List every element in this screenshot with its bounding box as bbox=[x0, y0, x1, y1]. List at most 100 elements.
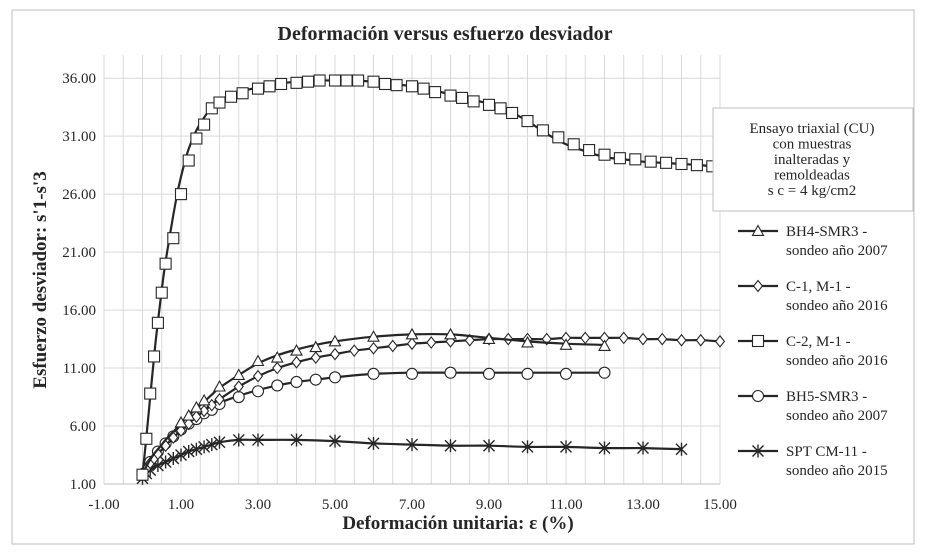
data-point bbox=[151, 316, 164, 329]
data-point bbox=[378, 77, 392, 91]
y-axis-ticks: 1.00 6.00 11.00 16.00 21.00 26.00 31.00 36.00 bbox=[62, 71, 96, 493]
legend-swatch-marker bbox=[751, 334, 765, 348]
y-tick-label: 6.00 bbox=[70, 419, 96, 435]
data-point bbox=[367, 436, 380, 450]
data-point bbox=[290, 344, 303, 356]
data-point bbox=[205, 438, 218, 452]
y-tick-label: 36.00 bbox=[62, 71, 96, 87]
data-point bbox=[559, 367, 573, 380]
data-point bbox=[644, 155, 657, 168]
data-point bbox=[390, 79, 403, 92]
x-axis-ticks: -1.00 1.00 3.00 5.00 7.00 9.00 11.00 13.00 15.00 bbox=[88, 497, 737, 513]
data-point bbox=[367, 75, 380, 88]
data-point bbox=[464, 333, 475, 347]
data-point bbox=[275, 77, 288, 91]
data-point bbox=[328, 334, 342, 347]
data-point bbox=[291, 355, 302, 369]
data-point bbox=[290, 375, 303, 389]
data-point bbox=[349, 344, 360, 358]
data-point bbox=[629, 153, 642, 166]
data-point bbox=[309, 340, 323, 353]
data-point bbox=[695, 333, 706, 347]
data-point bbox=[136, 468, 149, 481]
data-point bbox=[213, 96, 226, 109]
data-point bbox=[167, 232, 180, 245]
data-point bbox=[198, 404, 210, 418]
data-point bbox=[559, 338, 573, 350]
data-point bbox=[251, 354, 265, 367]
y-tick-label: 11.00 bbox=[63, 361, 96, 377]
data-point bbox=[467, 95, 480, 108]
note-line: Ensayo triaxial (CU) bbox=[750, 121, 875, 137]
data-point bbox=[657, 332, 668, 346]
data-point bbox=[190, 442, 203, 456]
note-frame bbox=[712, 107, 914, 212]
data-point bbox=[560, 440, 572, 454]
legend-label: BH5-SMR3 - bbox=[786, 389, 867, 405]
data-point bbox=[197, 393, 211, 406]
data-point bbox=[506, 106, 519, 120]
data-point bbox=[675, 442, 688, 456]
data-point bbox=[182, 445, 195, 459]
data-point bbox=[521, 440, 534, 454]
series-diamond bbox=[141, 331, 726, 476]
note-line: s c = 4 kg/cm2 bbox=[768, 183, 856, 199]
data-point bbox=[444, 327, 457, 340]
x-tick-label: 5.00 bbox=[322, 497, 348, 513]
y-tick-label: 1.00 bbox=[70, 477, 96, 493]
data-point bbox=[426, 336, 437, 349]
data-point bbox=[174, 415, 188, 428]
series-triangle bbox=[141, 327, 611, 476]
data-point bbox=[263, 80, 276, 93]
data-point bbox=[175, 448, 187, 462]
data-point bbox=[660, 156, 673, 169]
note-box: Ensayo triaxial (CU)con muestrasinaltera… bbox=[712, 107, 914, 212]
legend: BH4-SMR3 - sondeo año 2007 C-1, M-1 - sonde… bbox=[738, 224, 888, 479]
data-point bbox=[271, 379, 284, 392]
data-point bbox=[598, 366, 611, 379]
legend-item: C-1, M-1 - sondeo año 2016 bbox=[738, 279, 888, 314]
data-point bbox=[367, 330, 380, 342]
legend-swatch-marker bbox=[751, 389, 765, 403]
grid bbox=[103, 55, 721, 485]
data-point bbox=[598, 441, 611, 455]
data-point bbox=[690, 159, 703, 172]
note-line: inalteradas y bbox=[774, 152, 851, 168]
legend-item: SPT CM-11 - sondeo año 2015 bbox=[738, 444, 888, 479]
data-point bbox=[328, 74, 342, 87]
legend-swatch-marker bbox=[752, 444, 764, 458]
legend-item: BH4-SMR3 - sondeo año 2007 bbox=[738, 224, 888, 259]
data-point bbox=[521, 335, 534, 348]
legend-label: C-2, M-1 - bbox=[786, 334, 851, 350]
data-point bbox=[444, 439, 457, 453]
data-point bbox=[482, 332, 496, 345]
data-point bbox=[482, 98, 496, 111]
data-point bbox=[583, 144, 596, 157]
data-point bbox=[159, 455, 172, 469]
data-point bbox=[213, 379, 226, 392]
data-point bbox=[251, 385, 265, 398]
legend-label: BH4-SMR3 - bbox=[786, 224, 867, 240]
data-point bbox=[155, 286, 168, 299]
data-point bbox=[406, 337, 418, 351]
data-point bbox=[328, 371, 342, 384]
legend-item: C-2, M-1 - sondeo año 2016 bbox=[738, 334, 888, 369]
data-point bbox=[233, 380, 244, 393]
data-point bbox=[329, 434, 341, 448]
x-tick-label: -1.00 bbox=[88, 497, 119, 513]
data-point bbox=[313, 74, 326, 87]
note-line: remoldeadas bbox=[774, 168, 850, 184]
data-point bbox=[190, 132, 203, 145]
data-point bbox=[167, 451, 180, 465]
x-tick-label: 9.00 bbox=[476, 497, 502, 513]
data-point bbox=[675, 157, 688, 171]
data-point bbox=[174, 188, 188, 201]
data-point bbox=[405, 367, 419, 380]
x-tick-label: 15.00 bbox=[703, 497, 737, 513]
legend-item: BH5-SMR3 - sondeo año 2007 bbox=[738, 389, 888, 424]
legend-swatch-marker bbox=[752, 279, 764, 293]
data-point bbox=[637, 332, 649, 346]
x-tick-label: 13.00 bbox=[626, 497, 660, 513]
data-point bbox=[405, 80, 419, 93]
data-point bbox=[251, 82, 265, 95]
